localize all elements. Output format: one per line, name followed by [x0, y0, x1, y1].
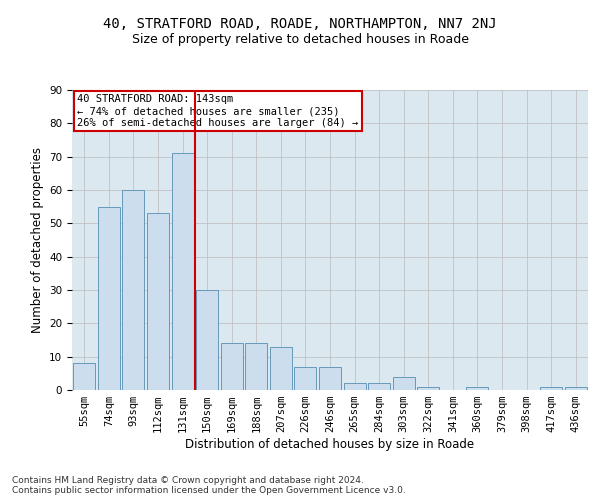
Bar [344, 384, 365, 390]
Bar [417, 386, 439, 390]
Y-axis label: Number of detached properties: Number of detached properties [31, 147, 44, 333]
Bar [295, 366, 316, 390]
Bar [540, 386, 562, 390]
Text: 40, STRATFORD ROAD, ROADE, NORTHAMPTON, NN7 2NJ: 40, STRATFORD ROAD, ROADE, NORTHAMPTON, … [103, 18, 497, 32]
Bar [73, 364, 95, 390]
Text: Contains HM Land Registry data © Crown copyright and database right 2024.
Contai: Contains HM Land Registry data © Crown c… [12, 476, 406, 495]
Bar [221, 344, 243, 390]
Bar [122, 190, 145, 390]
Bar [392, 376, 415, 390]
Bar [270, 346, 292, 390]
Bar [196, 290, 218, 390]
Bar [172, 154, 194, 390]
Text: Size of property relative to detached houses in Roade: Size of property relative to detached ho… [131, 32, 469, 46]
Bar [319, 366, 341, 390]
Bar [147, 214, 169, 390]
Bar [368, 384, 390, 390]
Bar [98, 206, 120, 390]
Bar [466, 386, 488, 390]
Bar [245, 344, 268, 390]
X-axis label: Distribution of detached houses by size in Roade: Distribution of detached houses by size … [185, 438, 475, 451]
Bar [565, 386, 587, 390]
Text: 40 STRATFORD ROAD: 143sqm
← 74% of detached houses are smaller (235)
26% of semi: 40 STRATFORD ROAD: 143sqm ← 74% of detac… [77, 94, 358, 128]
